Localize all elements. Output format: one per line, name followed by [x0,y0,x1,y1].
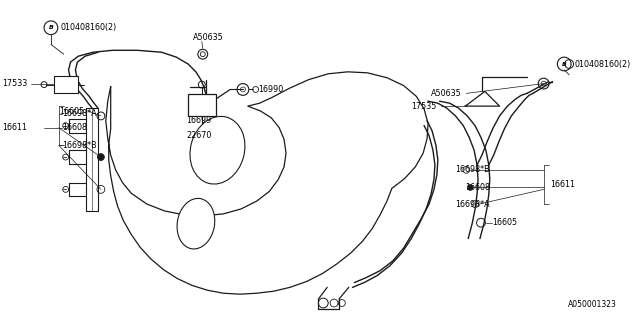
Text: 16698*A: 16698*A [61,109,97,118]
Text: 010408160(2): 010408160(2) [61,23,117,32]
Text: 16698*B: 16698*B [61,141,97,150]
Text: 16698*B: 16698*B [455,165,490,174]
Text: 16990: 16990 [259,85,284,94]
Text: A50635: A50635 [193,33,224,42]
Text: 16605: 16605 [59,107,84,116]
Text: 010408160(2): 010408160(2) [574,60,630,68]
Text: A50635: A50635 [431,89,462,98]
Text: 16608: 16608 [465,183,490,192]
Text: 16611: 16611 [550,180,575,189]
Ellipse shape [177,198,215,249]
Text: A050001323: A050001323 [568,300,617,309]
Text: 22670: 22670 [186,131,211,140]
Text: 16699: 16699 [186,116,211,125]
Circle shape [97,154,104,161]
Text: B: B [49,25,53,30]
Text: 17535: 17535 [412,102,436,111]
Bar [54,76,78,93]
Circle shape [200,52,205,57]
Text: 16698*A: 16698*A [455,200,490,209]
Ellipse shape [190,116,245,184]
Text: 16605: 16605 [492,218,517,227]
Text: B: B [562,61,566,67]
Circle shape [467,185,473,190]
Text: 16611: 16611 [2,123,27,132]
Bar [188,94,216,116]
Text: 17533: 17533 [2,79,28,88]
Text: 16608: 16608 [61,123,86,132]
